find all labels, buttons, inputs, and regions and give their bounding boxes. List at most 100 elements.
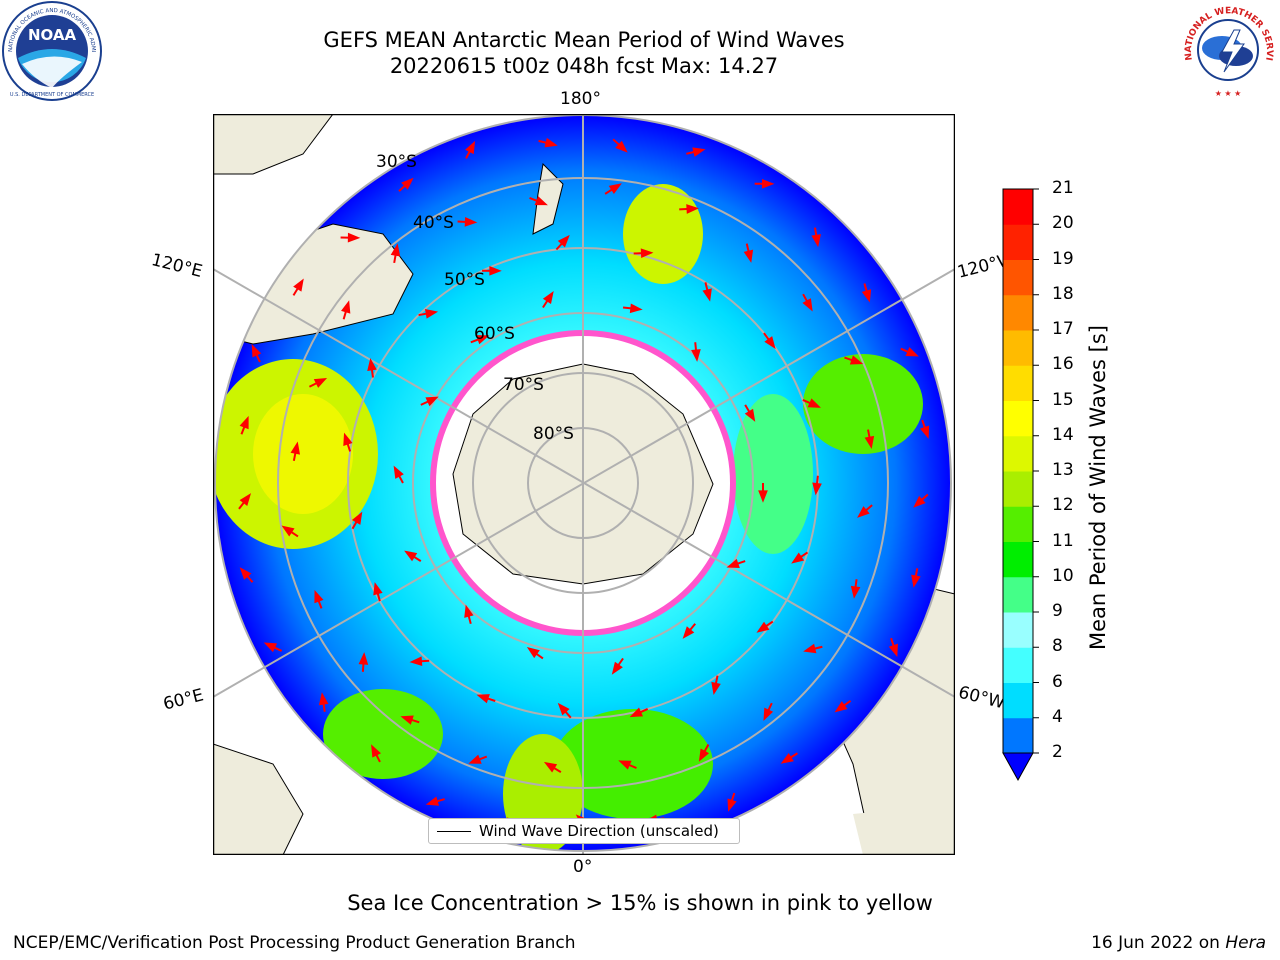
noaa-logo: NOAA NATIONAL OCEANIC AND ATMOSPHERIC AD… — [0, 0, 102, 101]
wave-arrow-head — [691, 349, 701, 362]
wave-arrow-head — [702, 288, 712, 302]
chart-subtitle: 20220615 t00z 048h fcst Max: 14.27 — [389, 54, 779, 78]
period-patch-drake — [733, 394, 813, 554]
colorbar-tick-label: 4 — [1052, 706, 1063, 727]
lat-label-50s: 50°S — [444, 270, 485, 290]
nws-logo: NATIONAL WEATHER SERVICE ★ ★ ★ — [1176, 0, 1274, 98]
sea-ice-note: Sea Ice Concentration > 15% is shown in … — [0, 891, 1280, 915]
wave-arrow-head — [615, 140, 628, 153]
colorbar-tick-label: 14 — [1052, 424, 1074, 445]
wave-arrow-head — [371, 744, 381, 758]
wave-arrow-head — [425, 796, 440, 806]
wave-arrow-head — [239, 567, 252, 580]
wave-arrow-head — [343, 432, 353, 446]
wave-arrow-head — [543, 761, 558, 773]
lon-label-180: 180° — [560, 89, 601, 109]
noaa-logo-text: NOAA — [28, 26, 77, 44]
wave-arrow-head — [913, 495, 926, 508]
polar-map — [213, 114, 955, 855]
colorbar-tick-label: 17 — [1052, 319, 1074, 339]
lon-label-120e: 120°E — [149, 250, 205, 282]
colorbar-tick-label: 8 — [1052, 636, 1063, 657]
colorbar-tick-label: 2 — [1052, 742, 1063, 762]
colorbar-tick-label: 11 — [1052, 530, 1074, 551]
colorbar-block — [1003, 576, 1033, 613]
wave-arrow-head — [293, 278, 304, 292]
sea-ice-note-text: Sea Ice Concentration > 15% is shown in … — [347, 891, 933, 915]
wave-arrow-head — [763, 707, 774, 722]
nws-stars: ★ ★ ★ — [1215, 89, 1242, 98]
wave-arrow-head — [534, 196, 548, 206]
wave-arrow-head — [400, 715, 414, 725]
wave-arrow-head — [557, 702, 570, 716]
noaa-bottom-text: U.S. DEPARTMENT OF COMMERCE — [10, 92, 94, 98]
colorbar-block — [1003, 259, 1033, 296]
lat-label-60s: 60°S — [474, 324, 515, 344]
wave-arrow-head — [618, 760, 632, 770]
footer-date: 16 Jun 2022 on Hera — [1091, 933, 1266, 953]
colorbar-block — [1003, 365, 1033, 401]
wave-arrow-head — [468, 754, 482, 764]
colorbar-block — [1003, 647, 1033, 683]
wave-arrow-head — [290, 441, 301, 455]
colorbar-block — [1003, 294, 1033, 331]
wave-arrow-head — [803, 643, 817, 654]
legend-line-sample — [437, 831, 471, 832]
wave-arrow-head — [393, 465, 404, 479]
colorbar-block — [1003, 330, 1033, 366]
chart-title: GEFS MEAN Antarctic Mean Period of Wind … — [323, 28, 845, 52]
wave-arrow-head — [911, 574, 921, 588]
wave-arrow-head — [476, 694, 490, 704]
wave-arrow-head — [743, 249, 754, 263]
land-africa — [213, 743, 304, 855]
wave-arrow-head — [464, 604, 474, 618]
legend-label: Wind Wave Direction (unscaled) — [479, 822, 719, 840]
wave-arrow-head — [802, 298, 813, 312]
wave-arrow-head — [401, 177, 414, 190]
colorbar-block — [1003, 435, 1033, 472]
colorbar-tick-label: 16 — [1052, 354, 1074, 375]
wave-arrow-head — [351, 511, 363, 525]
period-patch-pacific — [623, 184, 703, 284]
colorbar-block — [1003, 471, 1033, 507]
lon-label-60e: 60°E — [161, 685, 206, 715]
wave-arrow-head — [251, 344, 262, 358]
colorbar-block — [1003, 682, 1033, 719]
wave-arrow-head — [318, 692, 329, 706]
colorbar-tick-label: 20 — [1052, 213, 1074, 234]
colorbar-block — [1003, 189, 1033, 225]
footer-credit: NCEP/EMC/Verification Post Processing Pr… — [13, 933, 576, 953]
map-legend: Wind Wave Direction (unscaled) — [428, 818, 740, 844]
colorbar-tick-label: 18 — [1052, 283, 1074, 304]
wave-arrow-head — [629, 303, 643, 314]
wave-arrow-head — [711, 681, 721, 696]
wave-arrow-head — [313, 377, 328, 388]
period-patch-indian-ocean-core — [253, 394, 353, 514]
wave-arrow-head — [780, 753, 794, 764]
wave-arrow-head — [611, 661, 623, 675]
wave-arrow-head — [919, 425, 930, 439]
wave-arrow-head — [726, 558, 740, 569]
lat-label-40s: 40°S — [413, 213, 454, 233]
wave-arrow-head — [526, 647, 540, 659]
wave-arrow-head — [465, 140, 476, 155]
wave-arrow-head — [263, 642, 278, 653]
wave-arrow-head — [425, 396, 439, 407]
wave-arrow-head — [404, 550, 418, 562]
wave-arrow-head — [557, 234, 570, 248]
wave-arrow-head — [834, 701, 848, 713]
wave-arrow-head — [475, 335, 490, 345]
wave-arrow-head — [791, 552, 805, 564]
wave-arrow-head — [857, 506, 870, 518]
lon-label-0: 0° — [573, 857, 593, 877]
wave-arrow-head — [542, 290, 554, 305]
wave-arrow-head — [812, 482, 822, 496]
colorbar-tick-label: 21 — [1052, 178, 1074, 198]
wave-arrow-head — [727, 798, 737, 812]
wave-arrow-head — [692, 147, 706, 157]
colorbar-label: Mean Period of Wind Waves [s] — [1086, 325, 1110, 650]
land-australia-north — [213, 114, 334, 175]
colorbar-tick-label: 6 — [1052, 671, 1063, 692]
colorbar-tick-label: 15 — [1052, 389, 1074, 410]
colorbar-tick-label: 13 — [1052, 460, 1074, 480]
